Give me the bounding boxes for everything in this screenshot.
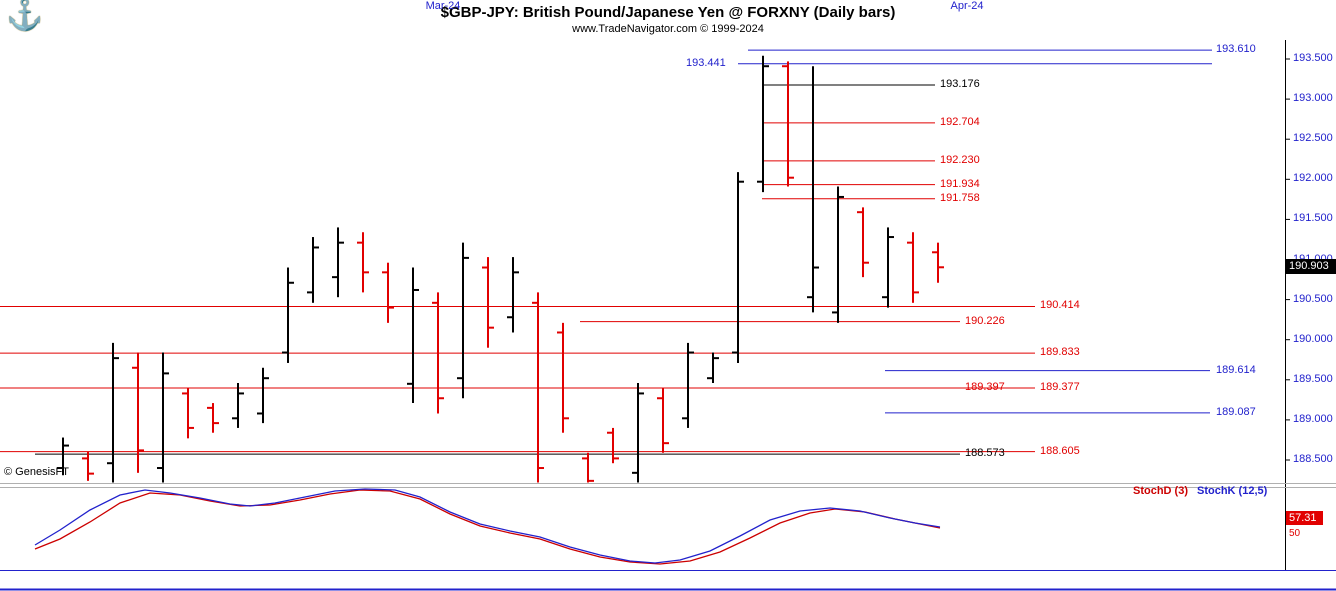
stoch-k-legend[interactable]: StochK (12,5) [1197,485,1268,497]
chart-title: $GBP-JPY: British Pound/Japanese Yen @ F… [440,4,896,21]
anchor-icon: ⚓ [6,0,44,32]
genesis-copyright: © GenesisFT [4,466,69,478]
stoch-scale-label: 50 [1289,528,1301,539]
last-price-badge: 190.903 [1286,259,1336,275]
stoch-value-badge: 57.31 [1286,511,1323,525]
stoch-k-line [34,488,941,564]
stoch-d-legend[interactable]: StochD (3) [1133,485,1188,497]
chart-watermark: www.TradeNavigator.com © 1999-2024 [572,23,764,35]
stoch-d-line [34,489,941,565]
